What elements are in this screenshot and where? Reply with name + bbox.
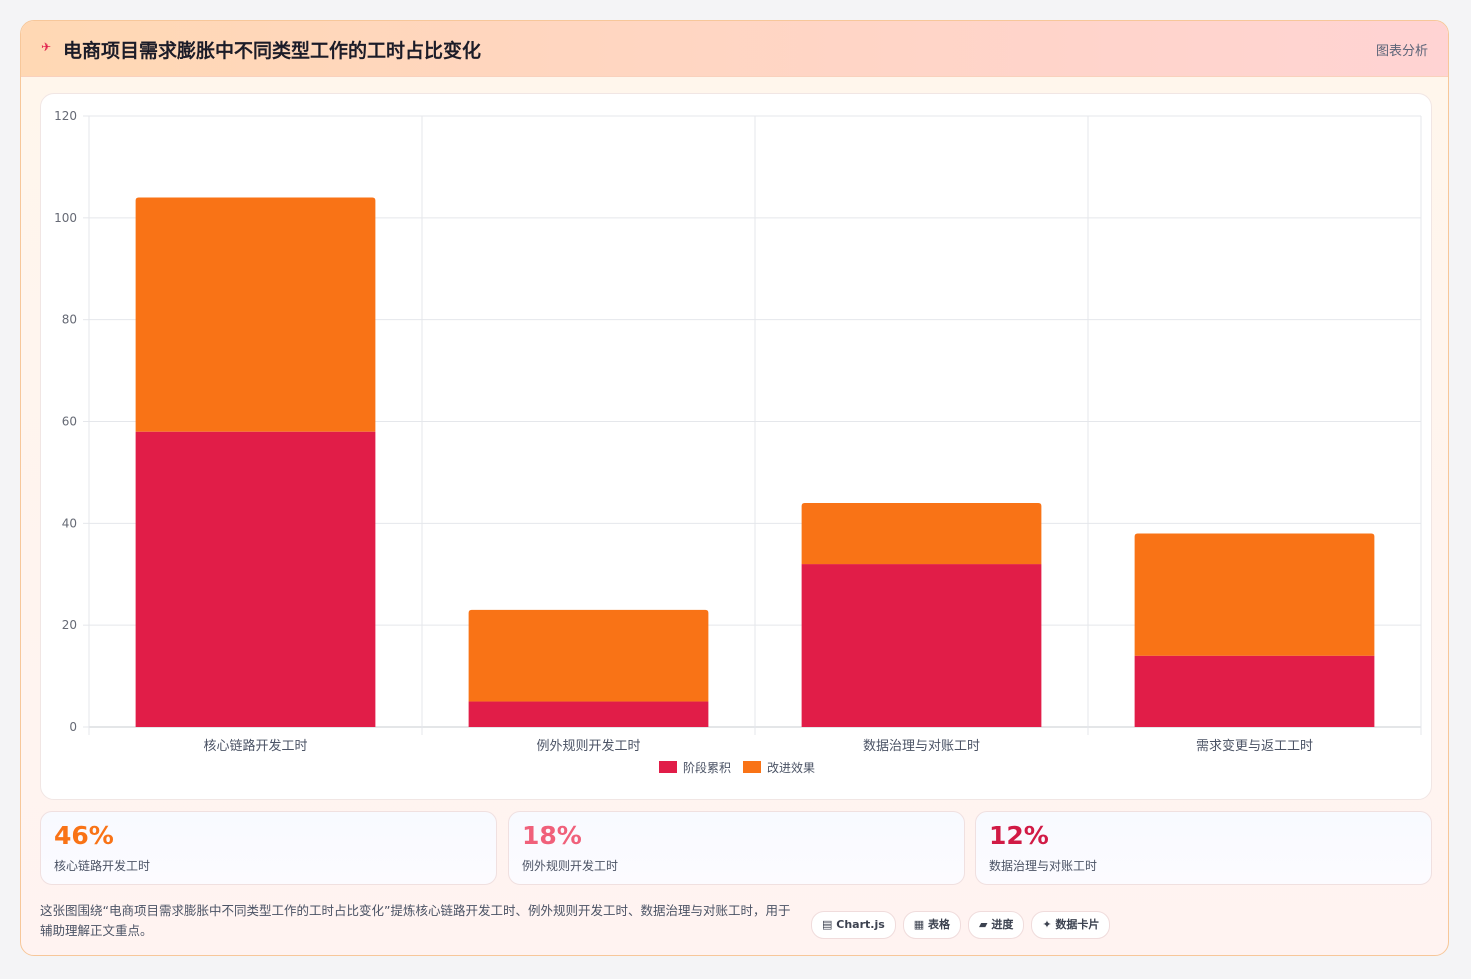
chart-title: 电商项目需求膨胀中不同类型工作的工时占比变化: [63, 40, 482, 62]
stacked-bar-chart: 0 20 40 60 80 100 120 核心链路开发工时 例外规则开发工时 数据治理与对账工时…: [54, 109, 1422, 775]
bar-segment: [1134, 533, 1375, 656]
tech-badges: ▤ Chart.js ▦ 表格 ▰ 进度 ✦ 数据卡片: [811, 911, 1117, 939]
y-tick-label: 60: [62, 415, 77, 429]
stat-label: 例外规则开发工时: [522, 859, 619, 873]
legend-label: 阶段累积: [683, 760, 731, 775]
badge-label: 数据卡片: [1055, 918, 1100, 931]
bar-segment: [135, 197, 376, 432]
y-tick-label: 120: [54, 109, 77, 123]
bar-segment: [468, 609, 709, 702]
table-icon: ▦: [913, 918, 925, 931]
stat-label: 数据治理与对账工时: [989, 859, 1098, 873]
stat-value: 12%: [989, 821, 1049, 850]
chart-description: 这张图围绕“电商项目需求膨胀中不同类型工作的工时占比变化”提炼核心链路开发工时、…: [40, 903, 791, 938]
legend-label: 改进效果: [767, 760, 815, 775]
badge-chartjs[interactable]: ▤ Chart.js: [811, 911, 896, 939]
plane-icon: ✈: [41, 40, 52, 54]
badge-data-card[interactable]: ✦ 数据卡片: [1031, 911, 1111, 939]
y-tick-label: 20: [62, 618, 77, 632]
bar-segment: [1134, 655, 1375, 727]
stat-label: 核心链路开发工时: [54, 859, 151, 873]
bar-segment: [135, 431, 376, 727]
sparkle-icon: ✦: [1042, 918, 1052, 931]
progress-icon: ▰: [979, 918, 988, 931]
x-tick-label: 数据治理与对账工时: [863, 739, 980, 754]
y-tick-label: 80: [62, 313, 77, 327]
y-tick-label: 0: [69, 720, 77, 734]
chart-card: ✈ 电商项目需求膨胀中不同类型工作的工时占比变化 图表分析 0 20 40 60 80 1…: [20, 20, 1449, 956]
badge-table[interactable]: ▦ 表格: [902, 911, 962, 939]
badge-progress[interactable]: ▰ 进度: [968, 911, 1025, 939]
bar-segment: [468, 701, 709, 727]
stat-card: 12% 数据治理与对账工时: [975, 811, 1432, 885]
stat-card: 46% 核心链路开发工时: [40, 811, 497, 885]
chart-panel: 0 20 40 60 80 100 120 核心链路开发工时 例外规则开发工时 数据治理与对账工时…: [40, 93, 1432, 800]
stat-value: 18%: [522, 821, 582, 850]
y-tick-label: 40: [62, 516, 77, 530]
y-tick-label: 100: [54, 211, 77, 225]
x-tick-label: 核心链路开发工时: [203, 738, 307, 754]
chart-analysis-tag: 图表分析: [1375, 44, 1428, 59]
badge-label: Chart.js: [836, 918, 885, 931]
card-header: ✈ 电商项目需求膨胀中不同类型工作的工时占比变化 图表分析: [21, 21, 1448, 77]
badge-label: 表格: [928, 918, 951, 931]
badge-label: 进度: [991, 918, 1014, 931]
x-tick-label: 例外规则开发工时: [536, 738, 640, 754]
stat-cards: 46% 核心链路开发工时 18% 例外规则开发工时 12% 数据治理与对账工时: [40, 811, 1432, 885]
bar-segment: [801, 502, 1042, 565]
stat-card: 18% 例外规则开发工时: [508, 811, 965, 885]
legend-swatch: [743, 761, 761, 773]
x-tick-label: 需求变更与返工工时: [1196, 738, 1313, 754]
bar-segment: [801, 564, 1042, 727]
chart-icon: ▤: [822, 918, 833, 931]
stat-value: 46%: [54, 821, 114, 850]
legend-swatch: [659, 761, 677, 773]
